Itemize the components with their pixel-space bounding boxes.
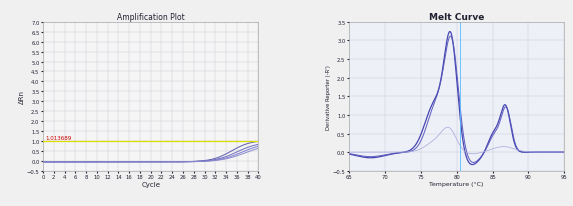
Y-axis label: ΔRn: ΔRn	[19, 90, 25, 104]
Title: Amplification Plot: Amplification Plot	[117, 13, 185, 22]
Title: Melt Curve: Melt Curve	[429, 13, 484, 22]
X-axis label: Cycle: Cycle	[141, 181, 160, 187]
Text: 1.013689: 1.013689	[45, 135, 72, 140]
Y-axis label: Derivative Reporter (-R'): Derivative Reporter (-R')	[327, 64, 331, 129]
X-axis label: Temperature (°C): Temperature (°C)	[430, 181, 484, 186]
